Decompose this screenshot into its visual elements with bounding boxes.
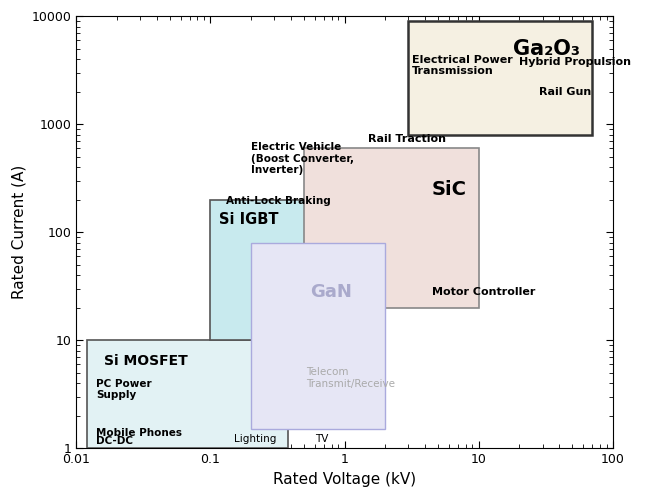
X-axis label: Rated Voltage (kV): Rated Voltage (kV) [273,472,416,487]
Text: SiC: SiC [432,180,467,199]
Polygon shape [408,21,592,134]
Text: Electric Vehicle
(Boost Converter,
Inverter): Electric Vehicle (Boost Converter, Inver… [251,142,354,175]
Text: GaN: GaN [310,283,352,301]
Text: Ga₂O₃: Ga₂O₃ [513,39,580,59]
Text: DC-DC: DC-DC [96,436,133,446]
Polygon shape [251,243,385,429]
Text: Telecom
Transmit/Receive: Telecom Transmit/Receive [307,367,395,388]
Text: Si IGBT: Si IGBT [218,213,278,228]
Text: Mobile Phones: Mobile Phones [96,428,182,438]
Text: Rail Traction: Rail Traction [368,134,446,144]
Text: Si MOSFET: Si MOSFET [104,354,187,368]
Polygon shape [211,200,355,340]
Polygon shape [304,148,479,308]
Text: TV: TV [315,434,328,444]
Text: Motor Controller: Motor Controller [432,287,535,297]
Text: Electrical Power
Transmission: Electrical Power Transmission [412,55,513,76]
Text: Hybrid Propulsion: Hybrid Propulsion [519,57,631,67]
Text: Anti-Lock Braking: Anti-Lock Braking [226,196,330,206]
Y-axis label: Rated Current (A): Rated Current (A) [11,165,26,299]
Text: PC Power
Supply: PC Power Supply [96,379,152,400]
Text: Rail Gun: Rail Gun [538,87,591,97]
Polygon shape [87,340,288,449]
Text: Lighting: Lighting [234,434,277,444]
